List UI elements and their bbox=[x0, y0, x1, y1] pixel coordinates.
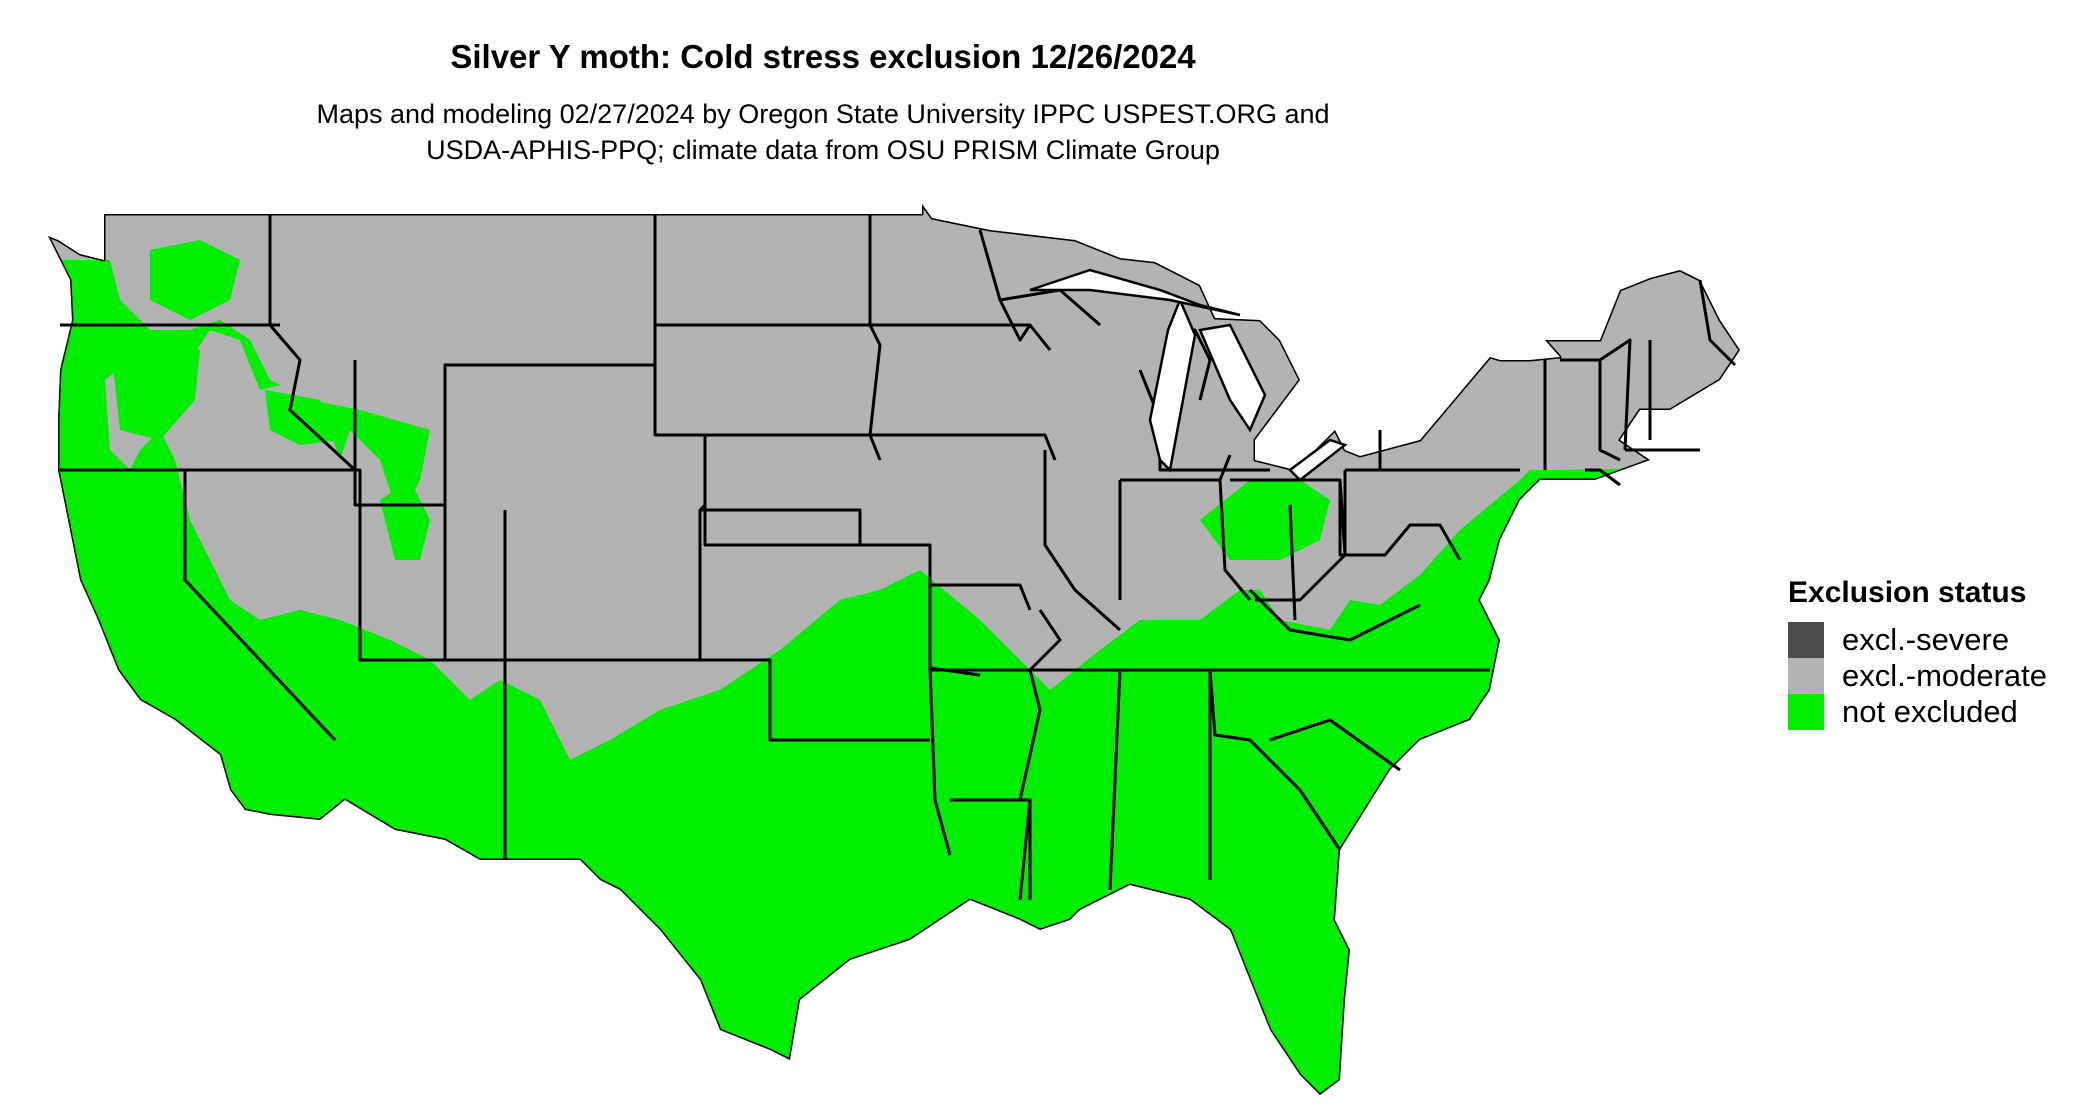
legend-item-moderate: excl.-moderate bbox=[1788, 658, 2047, 694]
subtitle-line-1: Maps and modeling 02/27/2024 by Oregon S… bbox=[316, 99, 1330, 129]
legend-label-moderate: excl.-moderate bbox=[1842, 658, 2048, 693]
lake-huron bbox=[1198, 323, 1267, 433]
legend-label-not-excluded: not excluded bbox=[1842, 694, 2018, 729]
not-excluded-patch-utah bbox=[380, 480, 430, 560]
not-excluded-patch-ohio bbox=[1200, 480, 1330, 560]
not-excluded-patch-oregon bbox=[110, 330, 200, 440]
excluded-moderate-region bbox=[48, 204, 1740, 760]
not-excluded-patch-washington bbox=[150, 240, 240, 320]
legend-swatch-not-excluded bbox=[1788, 694, 1824, 730]
lake-erie bbox=[1288, 438, 1348, 482]
map-legend: Exclusion status excl.-severe excl.-mode… bbox=[1788, 576, 2047, 730]
great-lakes bbox=[1029, 268, 1348, 482]
not-excluded-patch-idaho bbox=[265, 390, 340, 445]
legend-swatch-severe bbox=[1788, 622, 1824, 658]
map-subtitle: Maps and modeling 02/27/2024 by Oregon S… bbox=[0, 96, 1646, 168]
legend-label-severe: excl.-severe bbox=[1842, 622, 2010, 657]
legend-item-not-excluded: not excluded bbox=[1788, 694, 2047, 730]
legend-title: Exclusion status bbox=[1788, 576, 2027, 609]
lake-superior bbox=[1029, 268, 1241, 317]
subtitle-line-2: USDA-APHIS-PPQ; climate data from OSU PR… bbox=[426, 135, 1220, 165]
legend-swatch-moderate bbox=[1788, 658, 1824, 694]
legend-item-severe: excl.-severe bbox=[1788, 622, 2047, 658]
map-title: Silver Y moth: Cold stress exclusion 12/… bbox=[450, 38, 1196, 75]
